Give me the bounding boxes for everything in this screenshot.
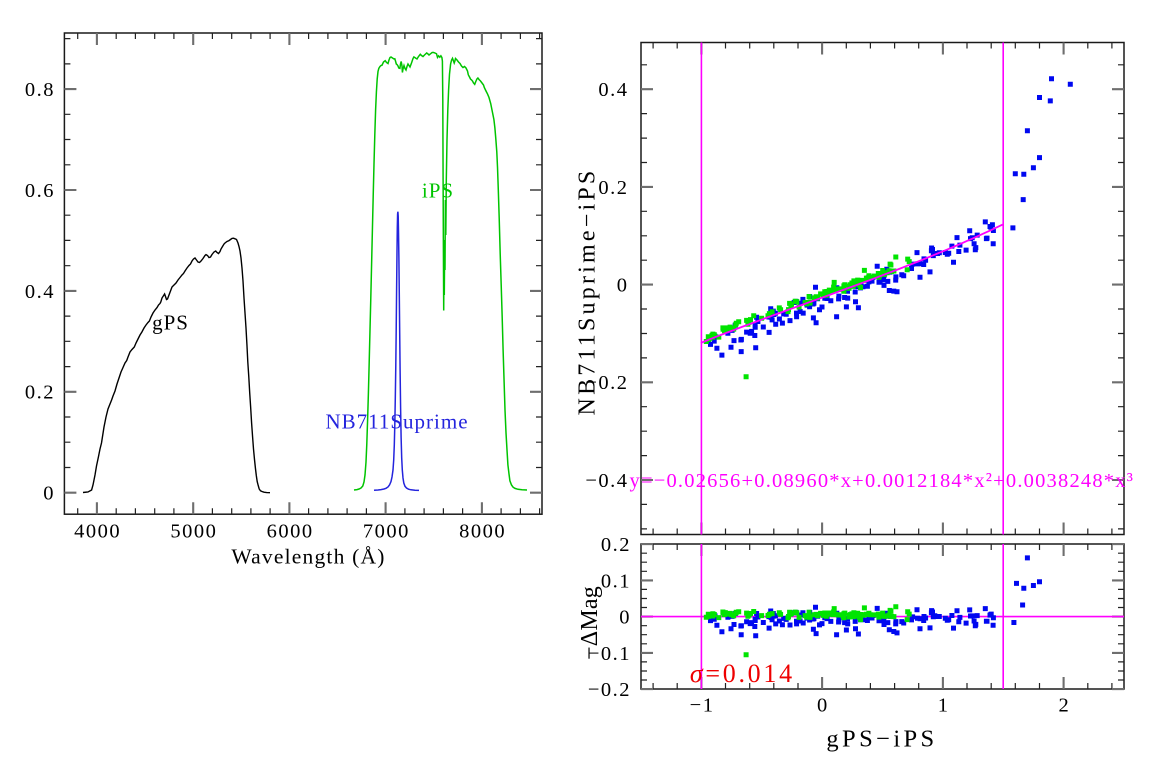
svg-text:NB711Suprime−iPS: NB711Suprime−iPS (574, 168, 600, 416)
svg-text:−0.4: −0.4 (585, 470, 628, 492)
svg-text:Wavelength (Å): Wavelength (Å) (231, 545, 385, 569)
svg-text:gPS−iPS: gPS−iPS (826, 726, 937, 753)
svg-text:−ΔMag: −ΔMag (577, 586, 603, 660)
svg-text:0: 0 (619, 607, 631, 629)
svg-text:0.2: 0.2 (601, 534, 631, 556)
svg-text:0.1: 0.1 (601, 570, 631, 592)
svg-text:−0.2: −0.2 (588, 679, 631, 701)
svg-text:0.2: 0.2 (598, 177, 628, 199)
svg-text:−1: −1 (690, 695, 715, 717)
svg-text:0: 0 (817, 695, 829, 717)
svg-text:6000: 6000 (267, 521, 314, 543)
svg-text:−0.1: −0.1 (588, 643, 631, 665)
svg-text:−0.2: −0.2 (585, 372, 628, 394)
svg-text:iPS: iPS (422, 179, 454, 203)
svg-text:y=−0.02656+0.08960*x+0.0012184: y=−0.02656+0.08960*x+0.0012184*x²+0.0038… (630, 470, 1135, 492)
svg-text:0: 0 (43, 483, 55, 505)
svg-text:σ=0.014: σ=0.014 (690, 659, 795, 688)
svg-text:7000: 7000 (363, 521, 410, 543)
svg-text:5000: 5000 (170, 521, 217, 543)
svg-text:0.8: 0.8 (25, 79, 55, 101)
svg-text:NB711Suprime: NB711Suprime (325, 410, 468, 434)
svg-text:gPS: gPS (152, 311, 189, 335)
svg-text:0.4: 0.4 (598, 79, 628, 101)
svg-text:0: 0 (617, 275, 629, 297)
svg-text:0.6: 0.6 (25, 180, 55, 202)
svg-text:1: 1 (938, 695, 950, 717)
svg-text:0.2: 0.2 (25, 382, 55, 404)
svg-text:8000: 8000 (459, 521, 506, 543)
svg-text:4000: 4000 (74, 521, 121, 543)
svg-text:0.4: 0.4 (25, 281, 55, 303)
svg-text:2: 2 (1058, 695, 1070, 717)
